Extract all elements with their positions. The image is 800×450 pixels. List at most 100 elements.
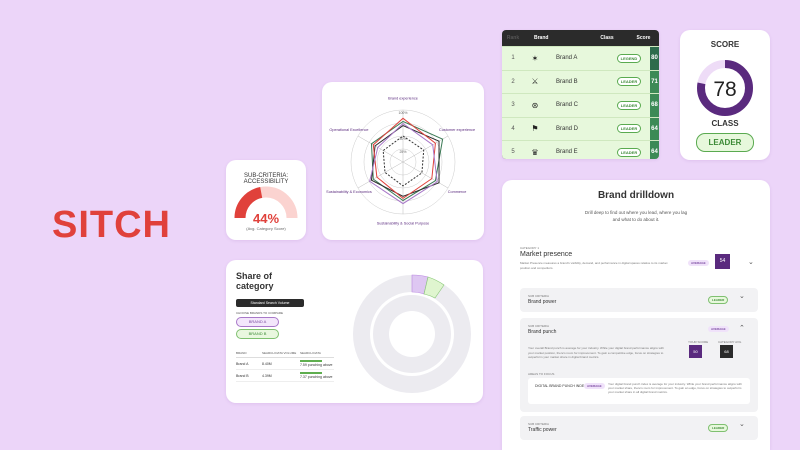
score-gauge: 78 [697, 60, 753, 116]
brand-b-chip[interactable]: BRAND B [236, 329, 279, 339]
focus-item-badge: AVERAGE [584, 383, 605, 389]
share-of-category-card: Share of category Standard Search Volume… [226, 260, 483, 403]
sub-criteria-title: SUB-CRITERIA: ACCESSIBILITY [226, 173, 306, 185]
share-col-data: SEARCH DATA [300, 351, 321, 355]
brand-a-chip[interactable]: BRAND A [236, 317, 279, 327]
ranking-row[interactable]: 2 ⚔ Brand B LEADER 71 [502, 69, 659, 93]
header-score: Score [636, 35, 651, 41]
ranking-row[interactable]: 1 ✶ Brand A LEGEND 80 [502, 46, 659, 70]
focus-item: DIGITAL BRAND PUNCH INDEX AVERAGE Your d… [528, 378, 750, 404]
section-badge: AVERAGE [708, 326, 729, 332]
sub-criteria-value: 44% [252, 211, 280, 226]
focus-item-title: DIGITAL BRAND PUNCH INDEX [535, 384, 587, 388]
sub-criteria-title-2: ACCESSIBILITY [243, 179, 289, 185]
radar-axis-line [402, 135, 449, 163]
share-row-bar [300, 360, 322, 362]
brand-logo-icon: ✶ [531, 53, 539, 63]
brand-logo-icon: ⊛ [531, 100, 539, 110]
radar-axis-label: Customer experience [439, 128, 475, 132]
section-kicker: SUB CRITERIA [528, 422, 550, 426]
class-label: CLASS [711, 119, 739, 128]
header-rank: Rank [506, 35, 520, 41]
class-badge: LEADER [696, 133, 754, 152]
share-row-note: 7.37 punching above [300, 375, 333, 379]
share-col-brand: BRAND [236, 351, 247, 355]
section-title: Traffic power [528, 427, 557, 433]
section-brand-punch[interactable]: SUB CRITERIA Brand punch AVERAGE ⌃ Your … [520, 318, 758, 412]
row-rank: 1 [511, 55, 515, 62]
share-row-note: 7.59 punching above [300, 363, 333, 367]
share-row-bar [300, 372, 322, 374]
share-title-1: Share of [236, 271, 273, 281]
row-class-badge: LEADER [616, 147, 642, 157]
compare-label: CHOOSE BRANDS TO COMPARE [236, 311, 284, 315]
share-row-volume: 8.40M [262, 361, 272, 366]
category-score-box: 54 [715, 254, 730, 269]
section-title: Brand punch [528, 329, 557, 335]
your-score-box: 50 [689, 345, 702, 358]
radar-ring-label: 50% [399, 137, 406, 141]
row-rank: 3 [511, 102, 515, 109]
ranking-row[interactable]: 4 ⚑ Brand D LEADER 64 [502, 116, 659, 140]
share-donut-chart [353, 274, 471, 393]
radar-axis-line [357, 135, 404, 163]
row-score: 71 [650, 70, 659, 93]
sub-criteria-title-1: SUB-CRITERIA: [243, 173, 288, 179]
drilldown-subtitle-1: Drill deep to find out where you lead, w… [584, 210, 688, 215]
section-kicker: SUB CRITERIA [528, 324, 550, 328]
chevron-down-icon[interactable]: ⌄ [739, 293, 745, 300]
section-badge: LEADER [708, 296, 729, 304]
drilldown-subtitle: Drill deep to find out where you lead, w… [502, 209, 770, 223]
row-rank: 5 [511, 149, 515, 156]
chevron-up-icon[interactable]: ⌃ [739, 325, 745, 332]
score-value: 78 [713, 78, 736, 101]
your-score-label: YOUR SCORE [688, 340, 709, 344]
brand-b-share-segment [423, 276, 445, 299]
row-rank: 2 [511, 78, 515, 85]
row-rank: 4 [511, 125, 515, 132]
sitch-logo: SITCH [52, 204, 171, 246]
radar-series [369, 122, 438, 205]
category-title: Market presence [520, 251, 573, 258]
share-title: Share of category [236, 271, 274, 291]
section-traffic-power[interactable]: SUB CRITERIA Traffic power LEADER ⌄ [520, 416, 758, 440]
category-avg-label: CATEGORY AVG [718, 340, 742, 344]
share-table-header: BRAND SEARCH DATA VOLUME SEARCH DATA [236, 351, 334, 358]
chevron-down-icon[interactable]: ⌄ [739, 421, 745, 428]
row-score: 64 [650, 117, 659, 140]
sub-criteria-gauge [234, 186, 298, 219]
row-brand: Brand D [556, 125, 579, 132]
sub-criteria-caption: (Avg. Category Score) [246, 226, 286, 231]
brand-logo-icon: ♛ [531, 147, 539, 157]
category-badge: AVERAGE [688, 260, 709, 266]
radar-axis-line [402, 161, 449, 189]
header-class: Class [600, 35, 614, 41]
focus-item-text: Your digital brand punch index is averag… [608, 382, 742, 394]
ranking-table: Rank Brand Class Score 1 ✶ Brand A LEGEND 80… [502, 30, 659, 159]
ranking-row[interactable]: 3 ⊛ Brand C LEADER 68 [502, 93, 659, 117]
section-kicker: SUB CRITERIA [528, 294, 550, 298]
category-chevron-icon[interactable]: ⌄ [748, 259, 754, 266]
row-class-badge: LEADER [616, 77, 642, 87]
search-volume-dropdown[interactable]: Standard Search Volume [236, 299, 304, 307]
section-title: Brand power [528, 299, 557, 305]
ranking-row[interactable]: 5 ♛ Brand E LEADER 64 [502, 140, 659, 159]
category-desc: Market Presence measures a brand's visib… [520, 261, 668, 270]
category-kicker: CATEGORY 1 [520, 246, 540, 250]
focus-label: AREAS TO FOCUS [528, 372, 555, 376]
section-brand-power[interactable]: SUB CRITERIA Brand power LEADER ⌄ [520, 288, 758, 312]
radar-chart-card: 100% 50% 25% Brand experience Customer exper… [322, 82, 484, 240]
drilldown-subtitle-2: and what to do about it. [612, 217, 660, 222]
radar-series [372, 117, 436, 200]
radar-axis-label: Sustainability & Social Purpose [377, 221, 430, 225]
share-row-brand: Brand B [236, 373, 249, 378]
brand-logo-icon: ⚑ [531, 124, 539, 134]
row-score: 64 [650, 141, 659, 159]
radar-series [370, 120, 444, 202]
category-avg-box: 68 [720, 345, 733, 358]
share-row-brand: Brand A [236, 361, 249, 366]
radar-ring-label: 100% [399, 111, 408, 115]
row-class-badge: LEADER [616, 100, 642, 110]
radar-axis-label: Brand experience [388, 97, 418, 101]
section-badge: LEADER [708, 424, 729, 432]
